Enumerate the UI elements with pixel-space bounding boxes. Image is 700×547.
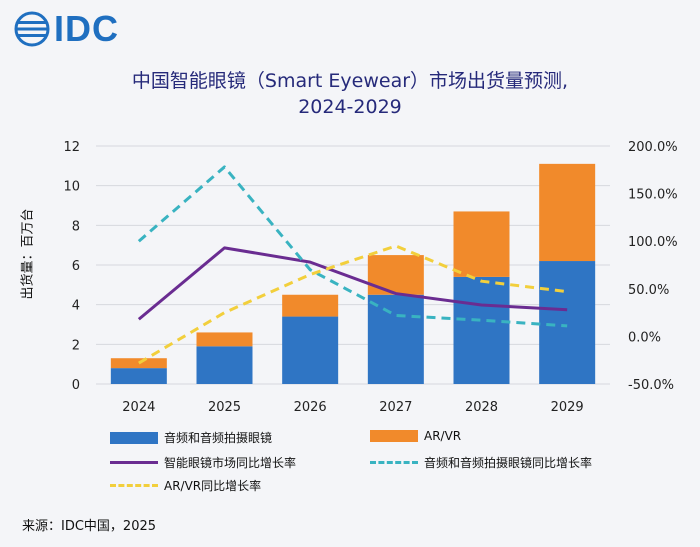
idc-logo: IDC xyxy=(14,8,119,50)
source-note: 来源：IDC中国，2025 xyxy=(22,519,157,534)
legend-audio-growth: 音频和音频拍摄眼镜同比增长率 xyxy=(370,454,592,471)
x-tick-label: 2028 xyxy=(465,400,498,415)
chart-subtitle: 2024-2029 xyxy=(298,96,402,118)
legend-line-purple xyxy=(110,461,158,464)
y-tick-label: 4 xyxy=(72,299,80,314)
x-tick-label: 2026 xyxy=(294,400,327,415)
bar-arvr xyxy=(539,163,596,262)
legend-line-teal xyxy=(370,461,418,464)
x-tick-label: 2029 xyxy=(551,400,584,415)
y2-tick-label: 150.0% xyxy=(628,188,678,203)
legend-label: AR/VR xyxy=(424,429,462,443)
bar-arvr xyxy=(282,294,339,317)
legend-swatch-orange xyxy=(370,430,418,442)
logo-text: IDC xyxy=(54,8,119,49)
legend-market-growth: 智能眼镜市场同比增长率 xyxy=(110,454,296,471)
y-tick-label: 10 xyxy=(63,180,80,195)
line-arvr-growth xyxy=(138,244,568,365)
legend-swatch-blue xyxy=(110,431,158,444)
globe-icon xyxy=(14,11,50,47)
y-tick-label: 12 xyxy=(63,140,80,155)
legend-arvr-growth: AR/VR同比增长率 xyxy=(110,477,261,494)
y-tick-label: 2 xyxy=(72,338,80,353)
x-tick-label: 2025 xyxy=(208,400,241,415)
bar-arvr xyxy=(110,358,167,369)
legend-label: AR/VR同比增长率 xyxy=(164,479,262,493)
y2-tick-label: 200.0% xyxy=(628,140,678,155)
bar-audio-glasses xyxy=(453,276,510,384)
y2-tick-label: 0.0% xyxy=(628,330,661,345)
legend-label: 音频和音频拍摄眼镜 xyxy=(164,431,273,445)
x-tick-label: 2027 xyxy=(379,400,412,415)
legend-line-yellow xyxy=(110,484,158,487)
y2-tick-label: 100.0% xyxy=(628,235,678,250)
line-audio-growth xyxy=(137,165,568,328)
y-tick-label: 0 xyxy=(72,378,80,393)
bar-arvr xyxy=(196,332,253,347)
bar-audio-glasses xyxy=(110,368,167,384)
bar-audio-glasses xyxy=(196,346,253,384)
bar-arvr xyxy=(453,211,510,277)
legend-label: 智能眼镜市场同比增长率 xyxy=(164,456,297,470)
y2-tick-label: -50.0% xyxy=(628,378,674,393)
bar-arvr xyxy=(367,255,424,295)
x-tick-label: 2024 xyxy=(122,400,155,415)
bar-audio-glasses xyxy=(282,316,339,384)
line-market-growth xyxy=(137,246,568,321)
y-tick-label: 8 xyxy=(72,219,80,234)
chart-title: 中国智能眼镜（Smart Eyewear）市场出货量预测, xyxy=(131,70,569,92)
legend-arvr: AR/VR xyxy=(370,429,461,443)
legend-audio-glasses: 音频和音频拍摄眼镜 xyxy=(110,429,272,446)
legend-label: 音频和音频拍摄眼镜同比增长率 xyxy=(424,456,593,470)
y-tick-label: 6 xyxy=(72,259,80,274)
bar-audio-glasses xyxy=(539,261,596,384)
bar-audio-glasses xyxy=(367,294,424,384)
y2-tick-label: 50.0% xyxy=(628,283,669,298)
